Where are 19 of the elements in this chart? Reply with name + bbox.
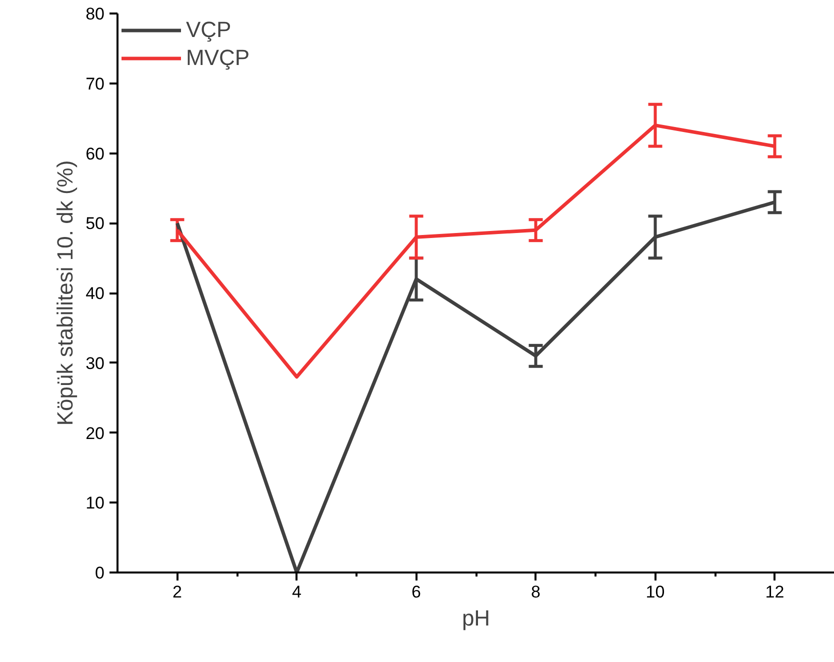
y-tick-label: 80 (86, 4, 105, 24)
x-tick-label: 2 (172, 582, 182, 602)
y-tick-label: 70 (86, 74, 105, 94)
y-tick-label: 50 (86, 214, 105, 234)
x-tick-label: 6 (412, 582, 421, 602)
x-tick-label: 4 (292, 582, 302, 602)
y-tick-label: 0 (95, 564, 105, 582)
legend-label: VÇP (186, 17, 232, 43)
x-tick-label: 8 (531, 582, 540, 602)
x-tick-label: 10 (646, 582, 665, 602)
legend-label: MVÇP (186, 45, 250, 71)
x-axis-title: pH (462, 606, 490, 630)
y-axis-title: Köpük stabilitesi 10. dk (%) (52, 160, 78, 426)
y-tick-label: 30 (86, 354, 105, 373)
x-tick-label: 12 (765, 582, 784, 602)
y-tick-label: 60 (86, 144, 105, 164)
y-tick-label: 10 (86, 494, 105, 513)
y-tick-label: 40 (86, 284, 105, 303)
y-tick-label: 20 (86, 424, 105, 443)
